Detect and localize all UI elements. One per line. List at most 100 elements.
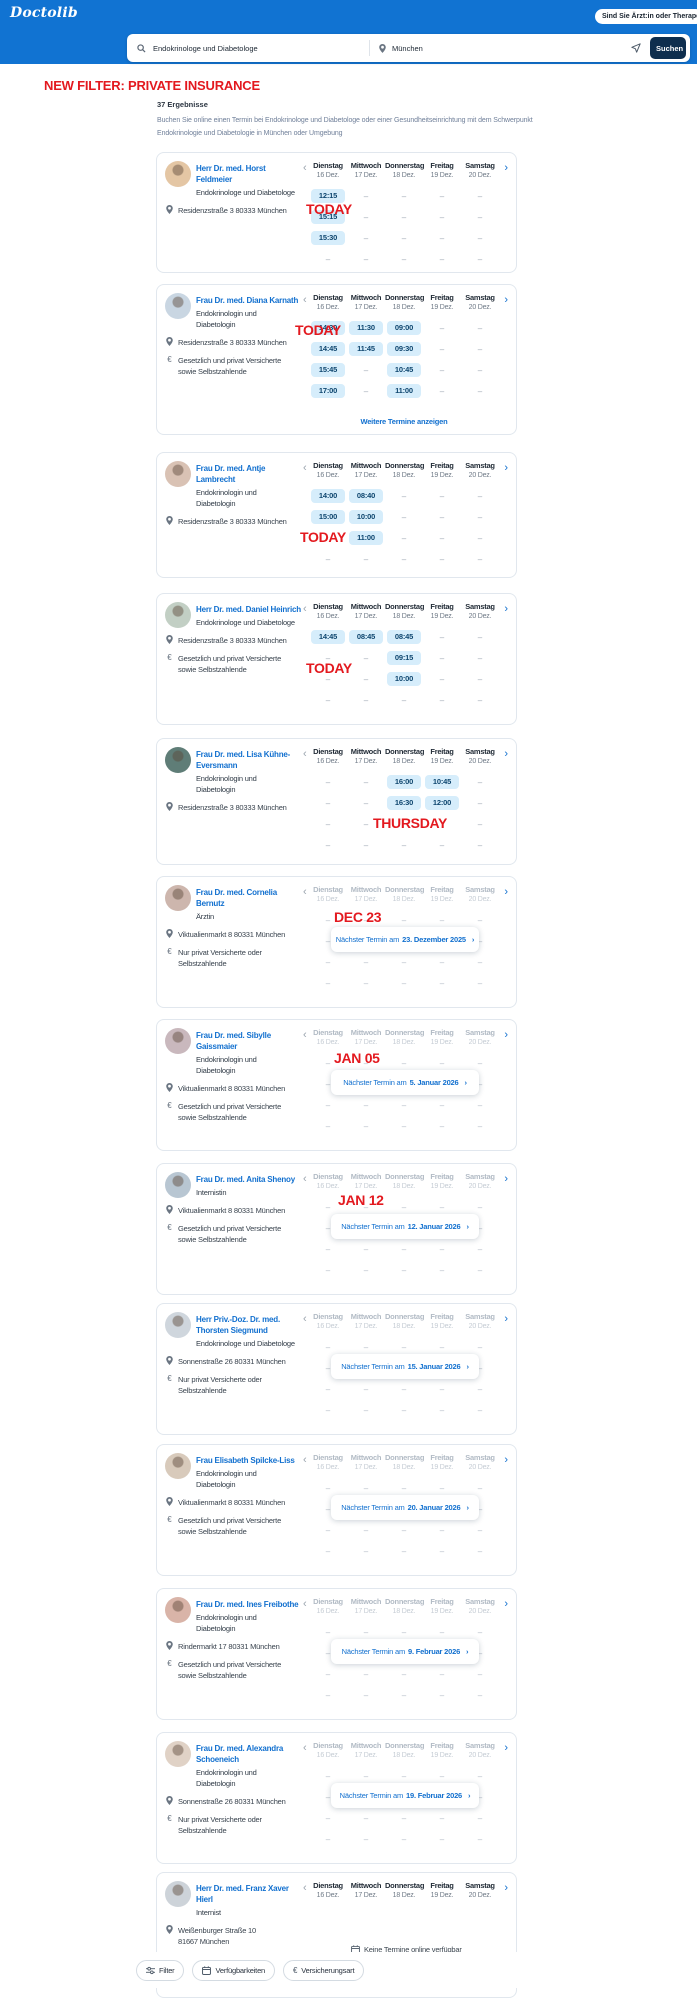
calendar-prev-icon[interactable]: ‹: [303, 462, 307, 474]
time-slot-button[interactable]: 12:00: [425, 796, 459, 810]
time-slot-button[interactable]: 09:30: [387, 342, 421, 356]
calendar-prev-icon[interactable]: ‹: [303, 1029, 307, 1041]
calendar-next-icon[interactable]: ›: [504, 1313, 508, 1325]
doctor-name-link[interactable]: Frau Dr. med. Anita Shenoy: [196, 1175, 295, 1184]
calendar-next-icon[interactable]: ›: [504, 1173, 508, 1185]
availability-calendar: ‹ › Dienstag 16 Dez. Mittwoch 17 Dez. Donner…: [303, 461, 514, 569]
availability-filter-button[interactable]: Verfügbarkeiten: [192, 1959, 276, 1981]
time-slot-button[interactable]: 14:00: [311, 489, 345, 503]
calendar-prev-icon[interactable]: ‹: [303, 1313, 307, 1325]
time-slot-button[interactable]: 16:30: [387, 796, 421, 810]
search-query-input[interactable]: [151, 42, 369, 54]
next-appointment-button[interactable]: Nächster Termin am 23. Dezember 2025 ›: [331, 927, 479, 952]
calendar-prev-icon[interactable]: ‹: [303, 294, 307, 306]
time-slot-button[interactable]: 09:00: [387, 321, 421, 335]
day-label: Freitag: [430, 885, 454, 894]
calendar-prev-icon[interactable]: ‹: [303, 1598, 307, 1610]
doctor-name-link[interactable]: Frau Elisabeth Spilcke-Liss: [196, 1456, 295, 1465]
empty-slot: –: [363, 819, 369, 829]
doctor-name-link[interactable]: Frau Dr. med. Lisa Kühne- Eversmann: [196, 750, 291, 770]
next-appointment-button[interactable]: Nächster Termin am 19. Februar 2026 ›: [331, 1783, 479, 1808]
time-slot-button[interactable]: 12:15: [311, 189, 345, 203]
empty-slot: –: [477, 1690, 483, 1700]
empty-slot: –: [439, 1669, 445, 1679]
time-slot-button[interactable]: 08:45: [349, 630, 383, 644]
time-slot-button[interactable]: 14:45: [311, 342, 345, 356]
calendar-prev-icon[interactable]: ‹: [303, 748, 307, 760]
calendar-next-icon[interactable]: ›: [504, 1454, 508, 1466]
calendar-day-header: Dienstag 16 Dez.: [309, 1453, 347, 1471]
doctor-name-link[interactable]: Herr Dr. med. Franz Xaver Hierl: [196, 1884, 289, 1904]
calendar-prev-icon[interactable]: ‹: [303, 603, 307, 615]
next-appointment-button[interactable]: Nächster Termin am 9. Februar 2026 ›: [331, 1639, 479, 1664]
next-appointment-button[interactable]: Nächster Termin am 20. Januar 2026 ›: [331, 1495, 479, 1520]
filter-button[interactable]: Filter: [136, 1959, 185, 1981]
calendar-next-icon[interactable]: ›: [504, 294, 508, 306]
time-slot-button[interactable]: 14:30: [311, 321, 345, 335]
calendar-day-header: Samstag 20 Dez.: [461, 461, 499, 479]
calendar-prev-icon[interactable]: ‹: [303, 1173, 307, 1185]
day-label: Donnerstag: [385, 885, 425, 894]
doctor-name-link[interactable]: Frau Dr. med. Antje Lambrecht: [196, 464, 266, 484]
time-slot-button[interactable]: 08:40: [349, 489, 383, 503]
calendar-next-icon[interactable]: ›: [504, 886, 508, 898]
calendar-prev-icon[interactable]: ‹: [303, 162, 307, 174]
time-slot-button[interactable]: 11:00: [387, 384, 421, 398]
more-appointments-link[interactable]: Weitere Termine anzeigen: [309, 417, 499, 426]
search-submit-button[interactable]: Suchen: [650, 37, 686, 59]
time-slot-button[interactable]: 15:15: [311, 210, 345, 224]
time-slot-button[interactable]: 15:45: [311, 363, 345, 377]
next-appointment-button[interactable]: Nächster Termin am 12. Januar 2026 ›: [331, 1214, 479, 1239]
doctor-name-link[interactable]: Herr Priv.-Doz. Dr. med. Thorsten Siegmu…: [196, 1315, 280, 1335]
time-slot-button[interactable]: 10:45: [387, 363, 421, 377]
calendar-prev-icon[interactable]: ‹: [303, 1742, 307, 1754]
doctor-name-link[interactable]: Frau Dr. med. Diana Karnath: [196, 296, 299, 305]
doctor-name-link[interactable]: Frau Dr. med. Alexandra Schoeneich: [196, 1744, 284, 1764]
doctor-name-link[interactable]: Frau Dr. med. Cornelia Bernutz: [196, 888, 277, 908]
day-date: 18 Dez.: [392, 172, 416, 179]
next-appointment-button[interactable]: Nächster Termin am 5. Januar 2026 ›: [331, 1070, 479, 1095]
time-slot-button[interactable]: 08:45: [387, 630, 421, 644]
next-appointment-date: 9. Februar 2026: [408, 1647, 461, 1656]
calendar-prev-icon[interactable]: ‹: [303, 1882, 307, 1894]
calendar-prev-icon[interactable]: ‹: [303, 1454, 307, 1466]
empty-slot: –: [363, 1384, 369, 1394]
doctor-name-link[interactable]: Frau Dr. med. Ines Freibothe: [196, 1600, 299, 1609]
time-slot-button[interactable]: 16:00: [387, 775, 421, 789]
doctolib-logo[interactable]: Doctolib: [10, 5, 78, 21]
time-slot-button[interactable]: 11:00: [349, 531, 383, 545]
calendar-next-icon[interactable]: ›: [504, 603, 508, 615]
location-input[interactable]: [390, 42, 540, 54]
calendar-next-icon[interactable]: ›: [504, 1882, 508, 1894]
doctor-name-link[interactable]: Herr Dr. med. Daniel Heinrich: [196, 605, 301, 614]
time-slot-button[interactable]: 17:00: [311, 384, 345, 398]
calendar-next-icon[interactable]: ›: [504, 1742, 508, 1754]
time-slot-button[interactable]: 14:45: [311, 630, 345, 644]
doctor-name-link[interactable]: Frau Dr. med. Sibylle Gaissmaier: [196, 1031, 271, 1051]
calendar-next-icon[interactable]: ›: [504, 748, 508, 760]
doctor-name-link[interactable]: Herr Dr. med. Horst Feldmeier: [196, 164, 266, 184]
calendar-next-icon[interactable]: ›: [504, 162, 508, 174]
time-slot-button[interactable]: 15:00: [311, 510, 345, 524]
time-slot-button[interactable]: 11:45: [349, 342, 383, 356]
time-slot-button[interactable]: 09:15: [387, 651, 421, 665]
time-slot-button[interactable]: 10:00: [387, 672, 421, 686]
time-slot-button[interactable]: 15:30: [311, 231, 345, 245]
top-header: Doctolib Sind Sie Ärzt:in oder Therapeut…: [0, 0, 697, 64]
geolocate-arrow-icon[interactable]: [631, 43, 641, 53]
day-date: 19 Dez.: [430, 613, 454, 620]
calendar-next-icon[interactable]: ›: [504, 1029, 508, 1041]
calendar-next-icon[interactable]: ›: [504, 1598, 508, 1610]
empty-slot: –: [401, 978, 407, 988]
day-label: Donnerstag: [385, 602, 425, 611]
calendar-prev-icon[interactable]: ‹: [303, 886, 307, 898]
time-slot-button[interactable]: 11:30: [349, 321, 383, 335]
day-label: Dienstag: [313, 1881, 343, 1890]
insurance-filter-button[interactable]: € Versicherungsart: [283, 1959, 365, 1981]
next-appointment-button[interactable]: Nächster Termin am 15. Januar 2026 ›: [331, 1354, 479, 1379]
slot-row: 15:15 – – – –: [309, 210, 499, 224]
pro-signup-button[interactable]: Sind Sie Ärzt:in oder Therapeut:in: [595, 9, 697, 24]
time-slot-button[interactable]: 10:00: [349, 510, 383, 524]
calendar-next-icon[interactable]: ›: [504, 462, 508, 474]
time-slot-button[interactable]: 10:45: [425, 775, 459, 789]
